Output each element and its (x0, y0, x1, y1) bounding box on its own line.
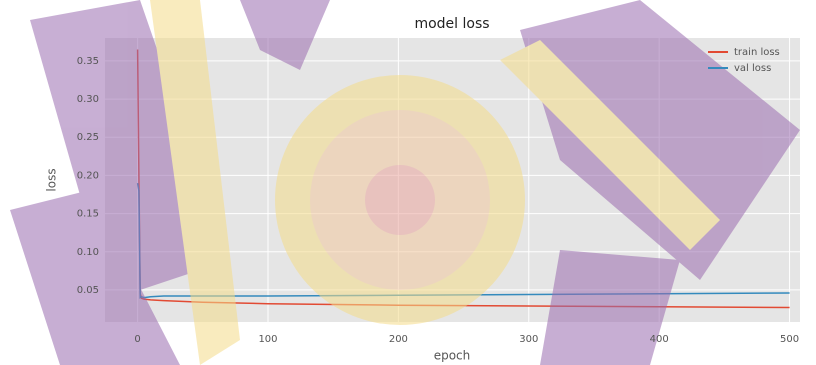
x-tick-label: 400 (650, 334, 669, 345)
decoration-shape (540, 250, 680, 365)
chart-title: model loss (414, 16, 489, 32)
y-tick-label: 0.30 (77, 94, 99, 105)
y-tick-label: 0.05 (77, 285, 99, 296)
y-tick-label: 0.10 (77, 247, 99, 258)
y-axis-label: loss (45, 168, 59, 191)
x-tick-label: 100 (258, 334, 277, 345)
x-axis-label: epoch (434, 349, 471, 363)
y-tick-label: 0.15 (77, 209, 99, 220)
x-tick-label: 500 (780, 334, 799, 345)
chart: model loss epoch loss train loss val loss… (0, 0, 816, 365)
legend-label: train loss (734, 47, 780, 58)
legend-label: val loss (734, 63, 771, 74)
x-tick-label: 300 (519, 334, 538, 345)
y-tick-label: 0.25 (77, 132, 99, 143)
page: {"chart_data": {"type": "line", "title":… (0, 0, 816, 365)
y-tick-label: 0.35 (77, 56, 99, 67)
x-tick-label: 200 (389, 334, 408, 345)
y-tick-label: 0.20 (77, 170, 99, 181)
x-tick-label: 0 (134, 334, 140, 345)
decoration-circle (365, 165, 435, 235)
